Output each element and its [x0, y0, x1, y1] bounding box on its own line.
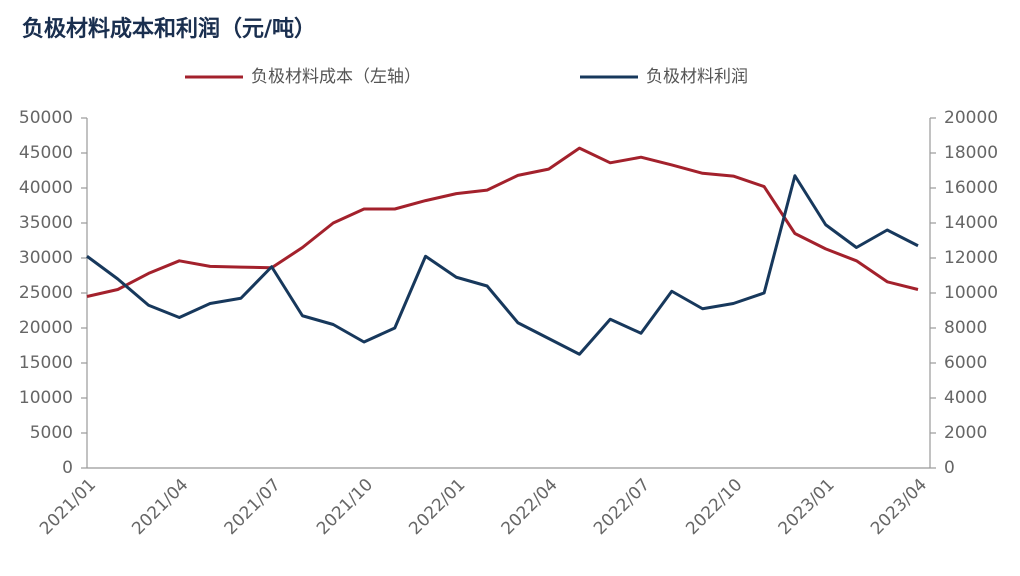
- y-tick-label: 5000: [30, 423, 73, 443]
- y2-tick-label: 14000: [944, 213, 998, 233]
- y2-tick-label: 2000: [944, 423, 987, 443]
- y-tick-label: 30000: [19, 248, 73, 268]
- x-tick-label: 2022/01: [405, 475, 469, 539]
- y-tick-label: 50000: [19, 108, 73, 128]
- x-tick-label: 2023/01: [775, 475, 839, 539]
- y2-tick-label: 10000: [944, 283, 998, 303]
- y-tick-label: 0: [62, 458, 73, 478]
- y2-tick-label: 16000: [944, 178, 998, 198]
- y2-tick-label: 20000: [944, 108, 998, 128]
- y-tick-label: 40000: [19, 178, 73, 198]
- x-tick-label: 2021/10: [313, 475, 377, 539]
- legend-label: 负极材料利润: [646, 67, 748, 87]
- y-tick-label: 15000: [19, 353, 73, 373]
- y2-tick-label: 18000: [944, 143, 998, 163]
- x-tick-label: 2022/10: [682, 475, 746, 539]
- y2-tick-label: 8000: [944, 318, 987, 338]
- y2-tick-label: 0: [944, 458, 955, 478]
- chart-title: 负极材料成本和利润（元/吨）: [22, 16, 316, 42]
- x-tick-label: 2021/04: [128, 475, 192, 539]
- y-tick-label: 25000: [19, 283, 73, 303]
- x-tick-label: 2022/07: [590, 475, 654, 539]
- x-tick-label: 2021/01: [36, 475, 100, 539]
- series-line: [86, 146, 919, 298]
- y-tick-label: 10000: [19, 388, 73, 408]
- x-tick-label: 2021/07: [221, 475, 285, 539]
- x-tick-label: 2023/04: [867, 475, 931, 539]
- legend-label: 负极材料成本（左轴）: [251, 67, 421, 87]
- series-line: [86, 174, 919, 356]
- y-tick-label: 20000: [19, 318, 73, 338]
- y2-tick-label: 4000: [944, 388, 987, 408]
- x-tick-label: 2022/04: [498, 475, 562, 539]
- y2-tick-label: 6000: [944, 353, 987, 373]
- y-tick-label: 35000: [19, 213, 73, 233]
- y-tick-label: 45000: [19, 143, 73, 163]
- y2-tick-label: 12000: [944, 248, 998, 268]
